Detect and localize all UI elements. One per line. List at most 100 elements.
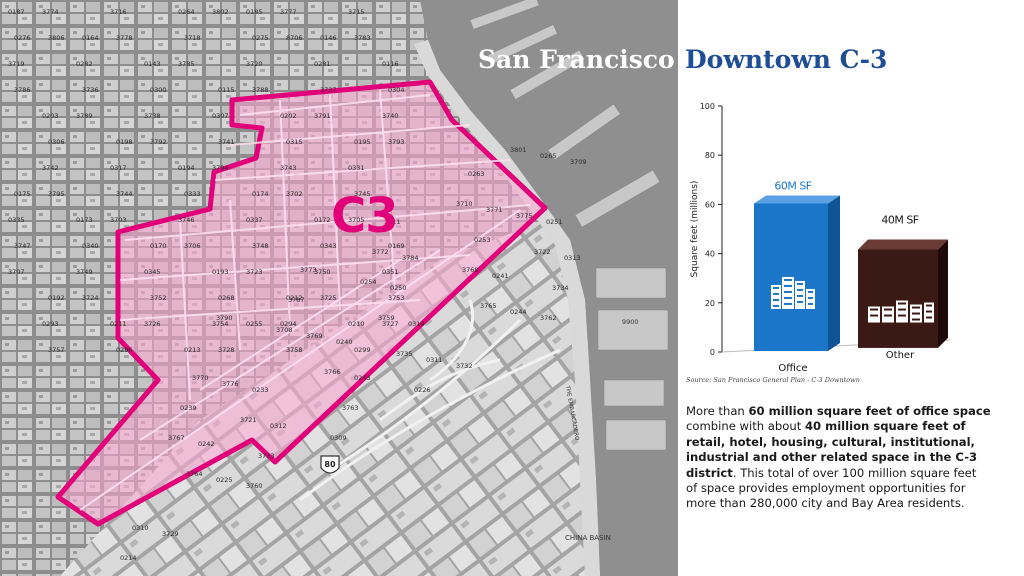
space-bar-chart: 0 20 40 60 80 100 Square feet (millions) 60M S… — [690, 102, 951, 374]
block-number-label: 3728 — [218, 346, 235, 354]
block-number-label: 0169 — [388, 242, 405, 250]
block-number-label: 3707 — [8, 268, 25, 276]
building-window — [912, 318, 920, 321]
block-number-label: 3715 — [348, 8, 365, 16]
block-number-label: 3722 — [534, 248, 551, 256]
block-number-label: 3776 — [222, 380, 239, 388]
block-number-label: 0212 — [286, 294, 303, 302]
block-number-label: 3750 — [314, 268, 331, 276]
block-number-label: 3774 — [42, 8, 59, 16]
block-number-label: 0306 — [48, 138, 65, 146]
block-number-label: 3729 — [162, 530, 179, 538]
block-number-label: 0300 — [150, 86, 167, 94]
c3-district-boundary — [55, 79, 548, 527]
block-number-label: 3726 — [144, 320, 161, 328]
block-number-label: 3734 — [552, 284, 569, 292]
china-basin-label: CHINA BASIN — [565, 534, 611, 542]
building-window — [784, 302, 792, 305]
block-number-label: 3795 — [48, 190, 65, 198]
block-number-label: 3706 — [184, 242, 201, 250]
block-number-label: 3778 — [116, 34, 133, 42]
building-shape — [896, 300, 908, 323]
building-window — [808, 290, 813, 293]
block-number-label: 3710 — [456, 200, 473, 208]
block-number-label: 0194 — [178, 164, 195, 172]
block-number-label: 0240 — [336, 338, 353, 346]
building-window — [784, 290, 792, 293]
block-number-label: 3738 — [144, 112, 161, 120]
building-window — [773, 286, 779, 289]
y-axis-title: Square feet (millions) — [690, 181, 700, 278]
building-window — [898, 302, 906, 305]
block-number-label: 0312 — [270, 422, 287, 430]
building-window — [784, 296, 792, 299]
block-number-label: 8706 — [286, 34, 303, 42]
description-bold-1: 60 million square feet of office space — [748, 404, 991, 418]
block-number-label: 3733 — [258, 452, 275, 460]
pier-label: 9900 — [622, 318, 639, 326]
block-number-label: 0294 — [280, 320, 297, 328]
block-number-label: 3718 — [184, 34, 201, 42]
block-number-label: 0251 — [546, 218, 563, 226]
block-number-label: 3785 — [178, 60, 195, 68]
block-number-label: 3719 — [8, 60, 25, 68]
block-number-label: 3745 — [354, 190, 371, 198]
block-number-label: 3806 — [48, 34, 65, 42]
block-number-label: 0299 — [354, 346, 371, 354]
building-window — [898, 308, 906, 311]
category-label-office: Office — [778, 363, 807, 374]
block-number-label: 0203 — [42, 112, 59, 120]
block-number-label: 0239 — [180, 404, 197, 412]
description-part-2: combine with about — [686, 419, 805, 434]
block-number-label: 0174 — [252, 190, 269, 198]
block-number-label: 3793 — [388, 138, 405, 146]
category-label-other: Other — [886, 350, 915, 361]
building-window — [870, 308, 878, 311]
block-number-label: 0250 — [390, 284, 407, 292]
block-number-label: 0282 — [76, 60, 93, 68]
building-window — [898, 314, 906, 317]
block-number-label: 0296 — [116, 346, 133, 354]
block-number-label: 0172 — [314, 216, 331, 224]
block-number-label: 0310 — [132, 524, 149, 532]
block-number-label: 3746 — [178, 216, 195, 224]
block-number-label: 3725 — [320, 294, 337, 302]
block-number-label: 3788 — [252, 86, 269, 94]
highway-ramps — [299, 299, 561, 502]
block-number-label: 3716 — [110, 8, 127, 16]
block-number-label: 0244 — [510, 308, 527, 316]
data-label-office: 60M SF — [774, 179, 811, 192]
block-number-label: 0263 — [468, 170, 485, 178]
block-number-label: 0340 — [82, 242, 99, 250]
title-district: Downtown C-3 — [685, 45, 888, 74]
block-number-label: 0213 — [184, 346, 201, 354]
building-window — [870, 314, 878, 317]
building-shape — [771, 284, 781, 309]
block-number-label: 3748 — [252, 242, 269, 250]
y-tick-label: 100 — [700, 102, 715, 111]
block-number-label: 0337 — [246, 216, 263, 224]
block-number-label: 0343 — [320, 242, 337, 250]
building-window — [808, 296, 813, 299]
building-window — [797, 294, 803, 297]
y-tick-label: 60 — [705, 200, 715, 209]
block-number-label: 0345 — [144, 268, 161, 276]
bar-top-face — [754, 195, 840, 204]
block-number-label: 3740 — [382, 112, 399, 120]
block-number-label: 3737 — [320, 86, 337, 94]
block-number-label: 0170 — [150, 242, 167, 250]
office-buildings-icon — [771, 276, 815, 309]
building-window — [797, 288, 803, 291]
block-number-label: 3762 — [540, 314, 557, 322]
building-window — [926, 316, 932, 319]
block-number-label: 0311 — [426, 356, 443, 364]
block-number-label: 3764 — [186, 470, 203, 478]
bar-top-face — [858, 239, 948, 250]
block-number-label: 3786 — [14, 86, 31, 94]
y-tick-label: 40 — [705, 250, 715, 259]
block-number-label: 3721 — [240, 416, 257, 424]
block-labels: 0187 0185 0164 0146 0143 0116 0115 0203 0202 0198… — [8, 8, 587, 562]
block-number-label: 3794 — [212, 164, 229, 172]
bar-side-face — [938, 239, 948, 348]
block-number-label: 3732 — [456, 362, 473, 370]
